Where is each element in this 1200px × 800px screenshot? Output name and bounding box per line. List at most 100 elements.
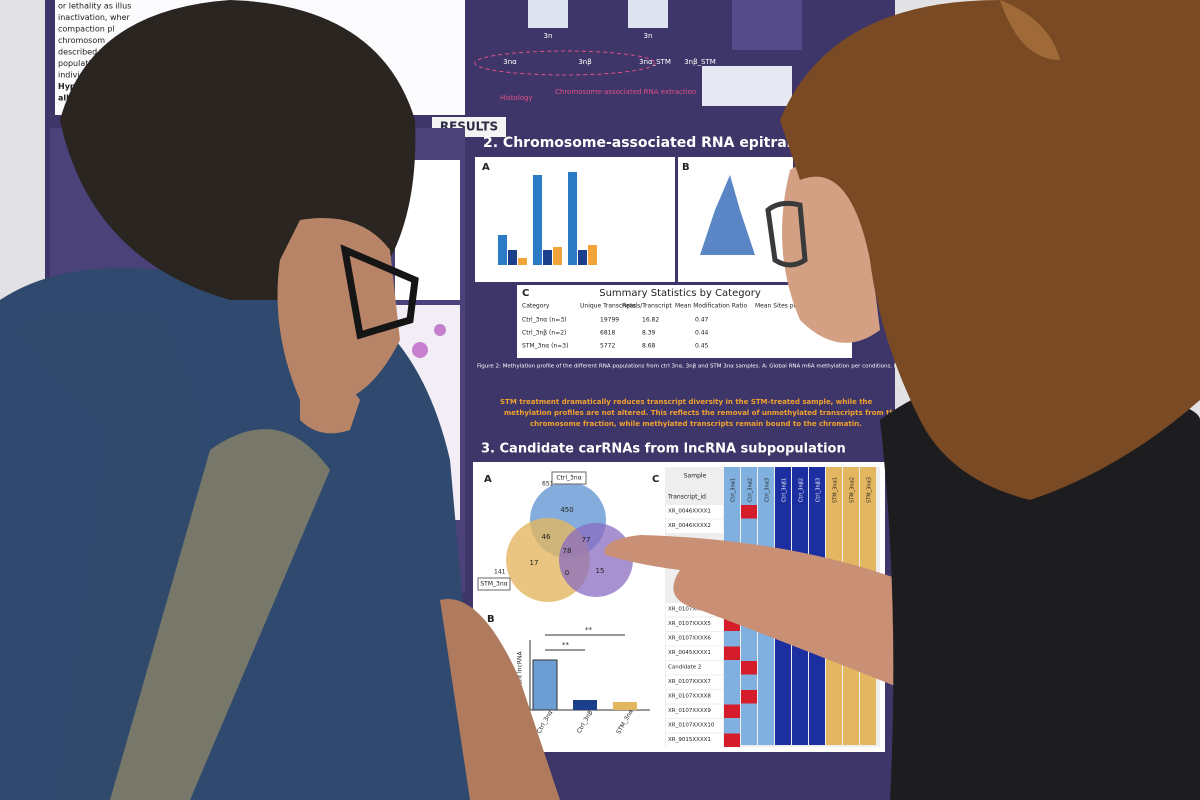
extraction: Chromosome-associated RNA extraction: [555, 88, 696, 96]
caption: Figure 2: Methylation profile of the dif…: [477, 364, 1121, 370]
row-label-bg: [666, 505, 723, 519]
significance: **: [585, 626, 593, 634]
venn-total: 651: [542, 481, 554, 488]
row-label-bg: [666, 719, 723, 733]
bar: [532, 659, 558, 711]
workflow-ellipse: [474, 50, 656, 76]
intro-line: individu: [58, 71, 90, 80]
glasses: [765, 200, 808, 268]
intro-line: inactivation, wher: [58, 13, 131, 22]
table-header: Unique Transcripts: [580, 303, 636, 310]
column-label: STM_3nα1: [833, 477, 839, 503]
man-hand: [440, 599, 560, 800]
woman-arm: [604, 535, 950, 700]
column-label: Ctrl_3nα2: [748, 478, 754, 502]
sample-label: 3n: [544, 32, 553, 40]
table-header: Category: [522, 303, 550, 310]
highlight: STM treatment dramatically reduces trans…: [500, 398, 873, 406]
row-label: XR_0046XXXX2: [668, 523, 711, 529]
table-cell: 8.68: [642, 343, 656, 350]
panel-label: A: [482, 162, 490, 173]
column-label: STM_3nα2: [850, 477, 856, 503]
table-cell: 0.44: [695, 330, 709, 337]
man-face: [277, 218, 400, 404]
presence-mark: [741, 661, 757, 675]
table-cell: 8.39: [642, 330, 656, 337]
row-label-bg: [666, 646, 723, 660]
row-label-bg: [666, 632, 723, 646]
row-label: XR_0107XXXX10: [668, 723, 715, 729]
bar: [573, 700, 597, 710]
row-label: XR_0107XXXX6: [668, 636, 711, 642]
venn-numbers: 450 46 78 77 17 0 15: [530, 506, 605, 577]
intro-line: Hypot: [58, 82, 85, 91]
column-label: STM_3nα3: [867, 477, 873, 503]
column-label: Ctrl_3nβ2: [799, 478, 805, 502]
section-title: 2. Chromosome-associated RNA epitranscri…: [483, 135, 866, 151]
group-label: 3nα: [503, 58, 517, 66]
presence-mark: [724, 646, 740, 660]
table-cell: 19799: [600, 317, 619, 324]
presence-mark: [724, 733, 740, 747]
row-label: XR_0107XXXX9: [668, 708, 711, 714]
table-cell: 6818: [600, 330, 615, 337]
intro-line: compaction pl: [58, 25, 115, 34]
panel-label: C: [652, 474, 659, 485]
bar: [613, 702, 637, 710]
panel-label: C: [522, 288, 529, 299]
table-title: Summary Statistics by Category: [599, 288, 761, 299]
row-label: XR_0107XXXX4: [668, 607, 711, 613]
column-label: Ctrl_3nα1: [731, 478, 737, 502]
highlight: chromosome fraction, while methylated tr…: [530, 420, 862, 428]
row-label: XR_0107XXXX5: [668, 621, 711, 627]
table-cell: 16.82: [642, 317, 659, 324]
column-label: Ctrl_3nβ3: [816, 478, 822, 502]
table-body: Category Unique TranscriptsReads/Transcri…: [522, 303, 807, 350]
hair-highlight: [1000, 0, 1060, 60]
row-label-bg: [666, 733, 723, 747]
row-label-bg: [666, 519, 723, 533]
column-label: Ctrl_3nβ1: [782, 478, 788, 502]
table-cell: 5772: [600, 343, 615, 350]
venn-region: 0: [565, 569, 569, 577]
table-cell: 0.45: [695, 343, 709, 350]
venn-label-box: [477, 577, 511, 591]
row-label-bg: [666, 661, 723, 675]
row-label: XR_0107XXXX7: [668, 679, 711, 685]
presence-mark: [724, 704, 740, 718]
row-label: XR_0107XXXX8: [668, 694, 711, 700]
table-cell: 0.47: [695, 317, 709, 324]
intro-line: populatio: [58, 59, 96, 68]
intro-line: described: [58, 48, 97, 57]
panel-label: A: [484, 474, 492, 485]
venn-region: 78: [563, 547, 572, 555]
backpack-strap: [110, 429, 330, 800]
table-header: Transcript_id: [667, 494, 706, 501]
row-label-bg: [666, 704, 723, 718]
flask: [528, 0, 568, 28]
venn-region: 17: [530, 559, 539, 567]
highlight: methylation profiles are not altered. Th…: [504, 409, 899, 417]
row-label-bg: [666, 617, 723, 631]
intro-line: or lethality as illus: [58, 2, 131, 11]
section-title: 3. Candidate carRNAs from lncRNA subpopu…: [481, 442, 846, 457]
row-label: XR_9015XXXX1: [668, 737, 711, 743]
venn-set: Ctrl_3nα: [556, 475, 581, 482]
table-header: Mean Modification Ratio: [675, 303, 747, 310]
row-label: Candidate 2: [668, 665, 701, 671]
man-hand: [300, 377, 360, 434]
row-label: XR_0045XXXX1: [668, 650, 711, 656]
significance: **: [562, 641, 570, 649]
table-cell: Ctrl_3nβ (n=2): [522, 330, 566, 337]
column-label: Ctrl_3nα3: [765, 478, 771, 502]
image-tile: [702, 66, 792, 106]
venn-set: STM_3nα: [480, 581, 507, 588]
row-label: XR_0046XXXX1: [668, 509, 711, 515]
workflow-text: 3n 3n 3nα 3nβ 3nα_STM 3nβ_STM Histology Chromos…: [500, 32, 716, 102]
group-label: 3nβ: [578, 58, 591, 66]
bar-decor: [498, 172, 755, 265]
row-label-bg: [666, 690, 723, 704]
histology: Histology: [500, 94, 533, 102]
presence-mark: [741, 690, 757, 704]
